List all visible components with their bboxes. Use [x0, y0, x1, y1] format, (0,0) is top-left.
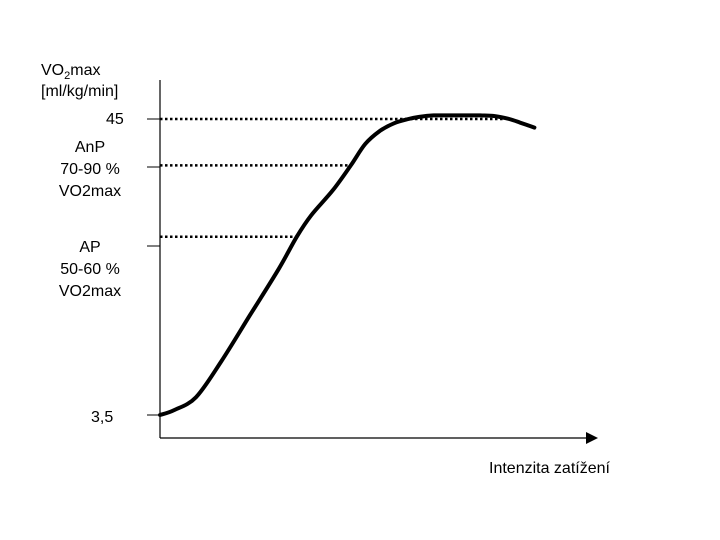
ap-title: AP [79, 239, 101, 256]
anp-range: 70-90 % [60, 161, 120, 178]
y-axis-unit: [ml/kg/min] [41, 83, 119, 100]
tick-label-3-5: 3,5 [91, 409, 114, 426]
x-axis-arrow-icon [586, 432, 598, 444]
ap-unit: VO2max [58, 283, 122, 300]
tick-label-45: 45 [106, 111, 124, 128]
y-axis-label-subscript: 2 [64, 70, 71, 83]
vo2-curve [158, 113, 537, 417]
tick-label-ap: AP 50-60 % VO2max [48, 237, 132, 303]
anp-title: AnP [48, 137, 132, 159]
anp-an: An [74, 139, 95, 156]
tick-label-anp: AnP 70-90 % VO2max [48, 137, 132, 203]
anp-p: P [94, 139, 106, 156]
x-axis-label: Intenzita zatížení [489, 460, 610, 477]
y-axis-label-vo: VO [41, 62, 65, 79]
y-axis-label-max: max [70, 62, 101, 79]
ap-range: 50-60 % [60, 261, 120, 278]
y-axis-label: VO2max [41, 60, 100, 87]
anp-unit: VO2max [58, 183, 122, 200]
